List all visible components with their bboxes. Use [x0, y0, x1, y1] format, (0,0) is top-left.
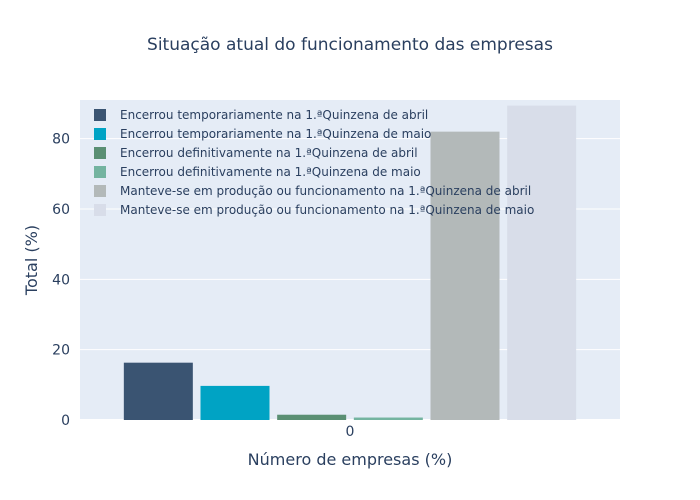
legend-item-label[interactable]: Manteve-se em produção ou funcionamento …	[120, 203, 534, 217]
legend-swatch[interactable]	[94, 204, 106, 216]
bar[interactable]	[200, 385, 270, 420]
bar[interactable]	[430, 131, 500, 420]
legend-swatch[interactable]	[94, 109, 106, 121]
legend-swatch[interactable]	[94, 128, 106, 140]
legend-swatch[interactable]	[94, 185, 106, 197]
legend-item-label[interactable]: Encerrou temporariamente na 1.ªQuinzena …	[120, 127, 431, 141]
legend[interactable]: Encerrou temporariamente na 1.ªQuinzena …	[94, 108, 534, 217]
bar[interactable]	[123, 362, 193, 420]
legend-swatch[interactable]	[94, 166, 106, 178]
y-tick-label: 20	[52, 343, 70, 359]
chart-title: Situação atual do funcionamento das empr…	[147, 35, 553, 55]
bar[interactable]	[353, 417, 423, 420]
y-tick-label: 40	[52, 272, 70, 288]
x-axis-title: Número de empresas (%)	[248, 450, 453, 469]
x-tick-label: 0	[346, 424, 355, 440]
legend-item-label[interactable]: Encerrou definitivamente na 1.ªQuinzena …	[120, 165, 421, 179]
x-axis-ticks: 0	[346, 424, 355, 440]
legend-item-label[interactable]: Manteve-se em produção ou funcionamento …	[120, 184, 531, 198]
legend-item-label[interactable]: Encerrou definitivamente na 1.ªQuinzena …	[120, 146, 418, 160]
y-axis-ticks: 0 20 40 60 80	[52, 132, 70, 429]
bars	[123, 105, 577, 420]
bar[interactable]	[507, 105, 577, 420]
y-tick-label: 60	[52, 202, 70, 218]
bar[interactable]	[277, 414, 347, 420]
y-tick-label: 0	[61, 413, 70, 429]
y-tick-label: 80	[52, 132, 70, 148]
y-axis-title: Total (%)	[22, 225, 41, 296]
legend-swatch[interactable]	[94, 147, 106, 159]
legend-item-label[interactable]: Encerrou temporariamente na 1.ªQuinzena …	[120, 108, 428, 122]
